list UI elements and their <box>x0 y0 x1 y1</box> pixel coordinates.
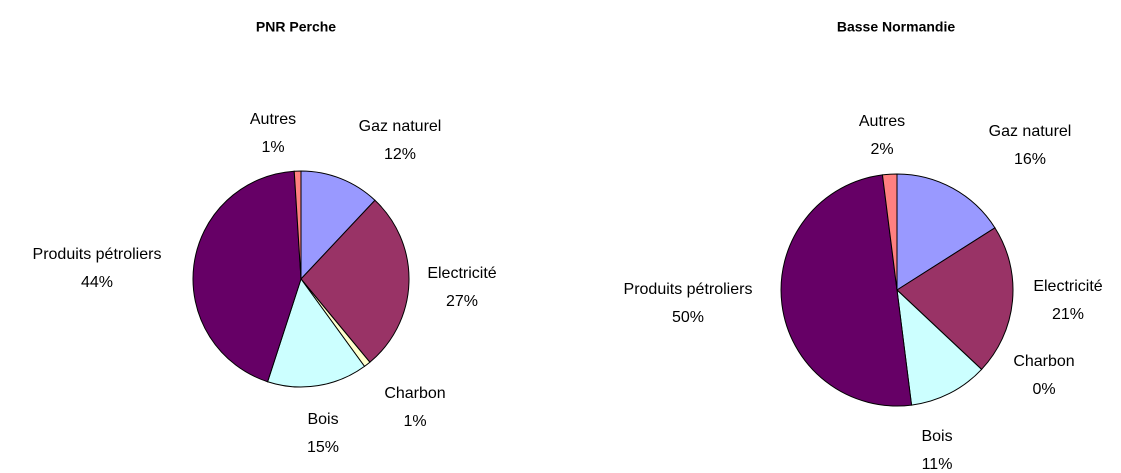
slice-label: Gaz naturel <box>989 123 1072 140</box>
slice-label: Electricité <box>427 265 496 282</box>
chart-title: Basse Normandie <box>837 19 955 35</box>
slice-value-label: 44% <box>81 274 113 291</box>
pie-slice <box>192 170 302 383</box>
slice-value-label: 11% <box>922 456 953 473</box>
slice-value-label: 0% <box>1032 381 1055 398</box>
pie-slice <box>896 173 996 291</box>
chart-title: PNR Perche <box>256 19 336 35</box>
slice-value-label: 1% <box>403 413 426 430</box>
pie-slice <box>266 277 366 388</box>
slice-value-label: 1% <box>261 139 284 156</box>
slice-label: Bois <box>307 411 338 428</box>
slice-label: Produits pétroliers <box>624 281 753 298</box>
slice-label: Electricité <box>1033 278 1102 295</box>
slice-label: Autres <box>859 113 905 130</box>
pie-slice <box>780 174 913 407</box>
slice-value-label: 15% <box>307 439 339 456</box>
slice-value-label: 21% <box>1052 306 1084 323</box>
slice-value-label: 12% <box>384 146 416 163</box>
pie-slice <box>881 173 898 291</box>
slice-value-label: 16% <box>1014 151 1046 168</box>
pie-slice <box>293 170 302 280</box>
pie-slice <box>300 199 410 363</box>
slice-label: Gaz naturel <box>359 118 442 135</box>
pie-slice <box>896 288 983 406</box>
slice-label: Charbon <box>1013 353 1074 370</box>
pie-slice <box>300 170 376 281</box>
slice-value-label: 27% <box>446 293 478 310</box>
slice-label: Bois <box>921 428 952 445</box>
slice-value-label: 2% <box>870 141 893 158</box>
slice-label: Charbon <box>384 385 445 402</box>
slice-label: Produits pétroliers <box>33 246 162 263</box>
slice-label: Autres <box>250 111 296 128</box>
slice-value-label: 50% <box>672 309 704 326</box>
pie-slice <box>896 227 1014 371</box>
